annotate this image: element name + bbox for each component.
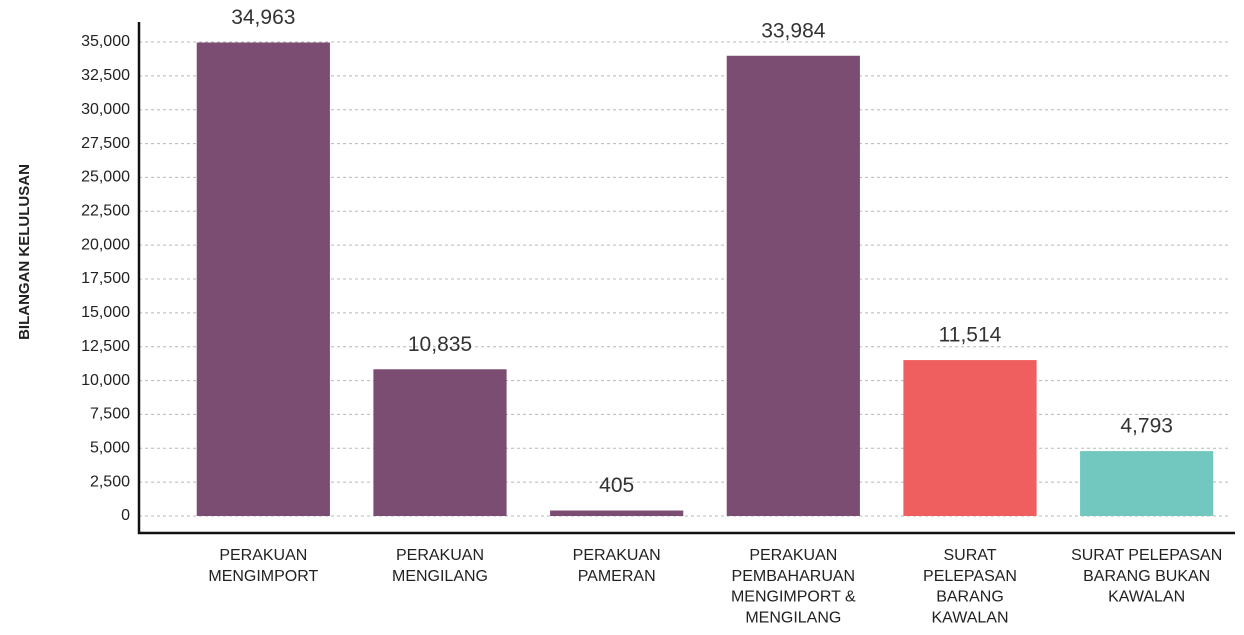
bar <box>373 369 507 516</box>
y-tick-label: 12,500 <box>81 338 130 355</box>
y-tick-label: 10,000 <box>81 372 130 389</box>
bar <box>726 55 860 516</box>
value-label: 405 <box>599 474 634 497</box>
y-tick-label: 32,500 <box>81 67 130 84</box>
y-tick-label: 2,500 <box>90 473 130 490</box>
y-tick-label: 15,000 <box>81 304 130 321</box>
x-tick-label: PERAKUAN MENGIMPORT <box>208 547 318 585</box>
y-tick-label: 27,500 <box>81 135 130 152</box>
value-label: 33,984 <box>761 19 826 42</box>
y-tick-label: 20,000 <box>81 236 130 253</box>
value-label: 10,835 <box>408 333 472 356</box>
y-tick-label: 35,000 <box>81 33 130 50</box>
y-tick-label: 22,500 <box>81 203 130 220</box>
x-tick-label: PERAKUAN PEMBAHARUAN MENGIMPORT & MENGILANG <box>731 547 856 626</box>
bar <box>196 42 330 516</box>
bar <box>550 510 684 516</box>
value-label: 4,793 <box>1120 415 1173 438</box>
value-label: 34,963 <box>231 6 295 29</box>
x-tick-label: SURAT PELEPASAN BARANG BUKAN KAWALAN <box>1071 547 1222 606</box>
y-tick-label: 5,000 <box>90 440 130 457</box>
y-tick-label: 17,500 <box>81 270 130 287</box>
bar <box>903 360 1037 516</box>
y-tick-label: 30,000 <box>81 101 130 118</box>
y-tick-label: 7,500 <box>90 406 130 423</box>
x-tick-label: PERAKUAN MENGILANG <box>392 547 488 585</box>
bar <box>1080 451 1214 516</box>
y-tick-label: 0 <box>121 507 130 524</box>
x-tick-label: SURAT PELEPASAN BARANG KAWALAN <box>923 547 1017 626</box>
y-tick-label: 25,000 <box>81 169 130 186</box>
value-label: 11,514 <box>939 324 1002 347</box>
x-tick-label: PERAKUAN PAMERAN <box>573 547 661 585</box>
y-axis-label: BILANGAN KELULUSAN <box>16 164 33 340</box>
